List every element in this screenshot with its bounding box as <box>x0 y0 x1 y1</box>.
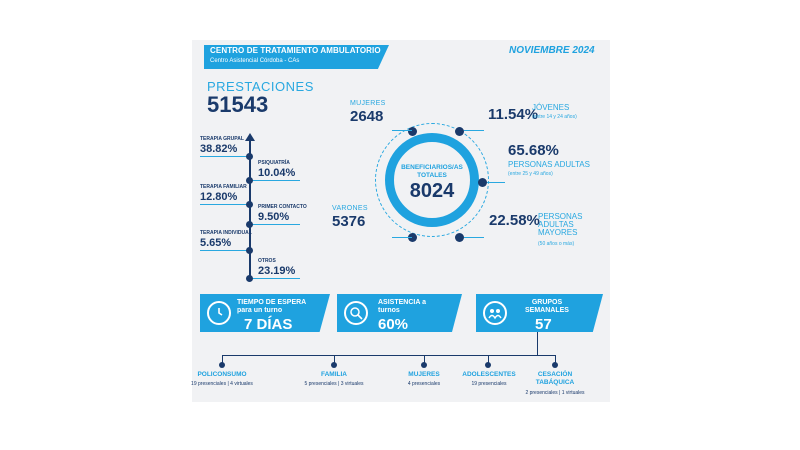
tree-stem <box>537 332 538 355</box>
timeline-label-terapia-individual: TERAPIA INDIVIDUAL <box>200 230 252 236</box>
search-target-icon <box>344 301 368 325</box>
ring-dot <box>478 178 487 187</box>
jovenes-note: (entre 14 y 24 años) <box>532 114 577 120</box>
mayores-label: PERSONAS ADULTAS MAYORES <box>538 212 583 237</box>
grupo-familia-name: FAMILIA <box>321 371 347 378</box>
asistencia-value: 60% <box>378 316 409 333</box>
tree-dot <box>219 362 225 368</box>
timeline-rule <box>200 156 250 157</box>
timeline-value-terapia-grupal: 38.82% <box>200 143 238 155</box>
tree-leg <box>424 355 425 365</box>
varones-value: 5376 <box>332 213 366 230</box>
jovenes-pct: 11.54% <box>488 106 539 123</box>
beneficiarios-dashed-ring <box>375 123 489 237</box>
timeline-arrow <box>245 133 255 141</box>
connector <box>487 182 505 183</box>
header-banner <box>204 45 389 69</box>
varones-label: VARONES <box>332 205 368 212</box>
timeline-dot <box>246 201 253 208</box>
timeline-label-primer-contacto: PRIMER CONTACTO <box>258 204 307 210</box>
tree-dot <box>552 362 558 368</box>
ring-dot <box>455 127 464 136</box>
timeline-dot <box>246 153 253 160</box>
ring-dot <box>455 233 464 242</box>
grupo-policonsumo-name: POLICONSUMO <box>197 371 247 378</box>
grupos-value: 57 <box>535 316 552 333</box>
timeline-dot <box>246 275 253 282</box>
timeline-value-psiquiatria: 10.04% <box>258 167 296 179</box>
grupo-adolescentes-note: 19 presenciales <box>471 381 507 387</box>
ring-dot <box>408 127 417 136</box>
grupo-mujeres-note: 4 presenciales <box>407 381 441 387</box>
connector <box>392 130 412 131</box>
ring-dot <box>408 233 417 242</box>
adultas-pct: 65.68% <box>508 142 559 159</box>
tiempo-espera-value: 7 DÍAS <box>244 316 293 333</box>
connector <box>392 237 412 238</box>
grupo-cesacion-name: CESACIÓN TABÁQUICA <box>535 371 575 386</box>
timeline-label-otros: OTROS <box>258 258 276 264</box>
prestaciones-value: 51543 <box>207 92 269 117</box>
timeline-dot <box>246 247 253 254</box>
timeline-dot <box>246 221 253 228</box>
header-title: CENTRO DE TRATAMIENTO AMBULATORIO <box>210 46 381 55</box>
grupo-adolescentes-name: ADOLESCENTES <box>462 371 516 378</box>
timeline-axis <box>249 140 251 276</box>
header-subtitle: Centro Asistencial Córdoba - CAs <box>210 58 300 64</box>
timeline-label-terapia-familiar: TERAPIA FAMILIAR <box>200 184 247 190</box>
grupo-policonsumo-note: 19 presenciales | 4 virtuales <box>191 381 253 387</box>
report-month: NOVIEMBRE 2024 <box>509 45 595 56</box>
mujeres-value: 2648 <box>350 108 384 125</box>
adultas-note: (entre 25 y 49 años) <box>508 171 553 177</box>
mujeres-label: MUJERES <box>350 100 386 107</box>
asistencia-title: ASISTENCIA a turnos <box>378 299 426 314</box>
timeline-value-otros: 23.19% <box>258 265 296 277</box>
timeline-dot <box>246 177 253 184</box>
timeline-rule <box>200 250 250 251</box>
timeline-rule <box>250 180 300 181</box>
beneficiarios-label: BENEFICIARIOS/AS TOTALES <box>401 164 463 179</box>
tree-leg <box>488 355 489 365</box>
prestaciones-label: PRESTACIONES <box>207 79 314 94</box>
timeline-value-terapia-individual: 5.65% <box>200 237 232 249</box>
timeline-value-terapia-familiar: 12.80% <box>200 191 238 203</box>
timeline-rule <box>250 224 300 225</box>
grupo-cesacion-note: 2 presenciales | 1 virtuales <box>525 390 585 396</box>
grupos-title: GRUPOS SEMANALES <box>525 299 569 314</box>
beneficiarios-value: 8024 <box>409 180 455 202</box>
timeline-rule <box>250 278 300 279</box>
timeline-rule <box>200 204 250 205</box>
mayores-note: (50 años o más) <box>538 241 575 247</box>
connector <box>464 130 484 131</box>
tree-dot <box>331 362 337 368</box>
tiempo-espera-title: TIEMPO DE ESPERA para un turno <box>237 299 306 314</box>
tree-branch <box>222 355 555 356</box>
grupo-familia-note: 5 presenciales | 3 virtuales <box>304 381 364 387</box>
tree-leg <box>334 355 335 365</box>
grupo-mujeres-name: MUJERES <box>408 371 440 378</box>
beneficiarios-ring <box>385 133 479 227</box>
tree-leg <box>222 355 223 365</box>
adultas-label: PERSONAS ADULTAS <box>508 160 590 169</box>
mayores-pct: 22.58% <box>489 212 540 229</box>
tree-dot <box>421 362 427 368</box>
timeline-label-psiquiatria: PSIQUIATRÍA <box>258 160 290 166</box>
connector <box>464 237 484 238</box>
tree-leg <box>555 355 556 365</box>
group-people-icon <box>483 301 507 325</box>
jovenes-label: JÓVENES <box>532 103 570 112</box>
clock-icon <box>207 301 231 325</box>
infographic-card: CENTRO DE TRATAMIENTO AMBULATORIO Centro… <box>191 40 610 402</box>
timeline-label-terapia-grupal: TERAPIA GRUPAL <box>200 136 244 142</box>
timeline-value-primer-contacto: 9.50% <box>258 211 290 223</box>
tree-dot <box>485 362 491 368</box>
